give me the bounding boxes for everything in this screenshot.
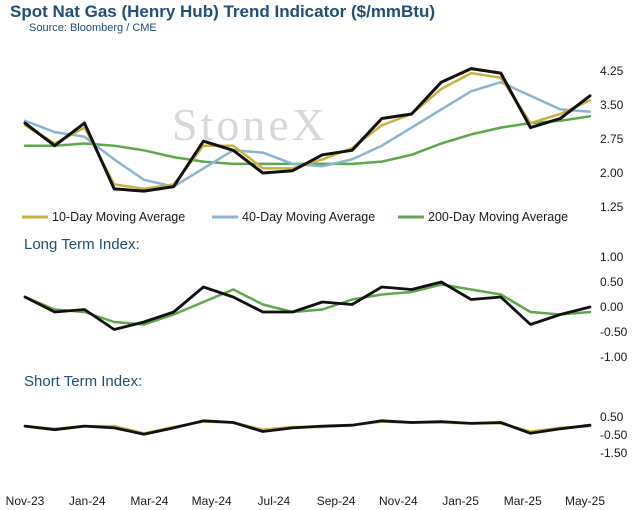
long-term-plot: 1.00 0.50 0.00 -0.50 -1.00 — [23, 250, 628, 364]
long-term-ytick: -0.50 — [600, 325, 628, 339]
long-term-title: Long Term Index: — [24, 236, 140, 253]
long-term-line-long-term-series-1 — [23, 283, 592, 326]
short-term-ytick: 0.50 — [600, 410, 624, 424]
long-term-ytick: 0.50 — [600, 275, 624, 289]
chart-title: Spot Nat Gas (Henry Hub) Trend Indicator… — [10, 2, 436, 21]
price-ytick: 2.00 — [600, 166, 624, 180]
price-ytick: 3.50 — [600, 98, 624, 112]
legend-label: 10-Day Moving Average — [52, 210, 185, 224]
long-term-ytick: 0.00 — [600, 300, 624, 314]
short-term-ytick: -0.50 — [600, 428, 628, 442]
price-ytick: 1.25 — [600, 200, 624, 214]
x-axis-label: Nov-23 — [6, 494, 45, 508]
price-ytick: 4.25 — [600, 64, 624, 78]
short-term-plot: 0.50 -0.50 -1.50 — [23, 410, 628, 460]
legend-label: 40-Day Moving Average — [242, 210, 375, 224]
x-axis-label: Nov-24 — [379, 494, 418, 508]
x-axis-label: Mar-25 — [504, 494, 542, 508]
x-axis-label: Mar-24 — [130, 494, 168, 508]
price-plot: 4.25 3.50 2.75 2.00 1.25 — [23, 64, 624, 214]
long-term-ytick: 1.00 — [600, 250, 624, 264]
x-axis-label: Jan-24 — [69, 494, 106, 508]
x-axis-label: Jan-25 — [442, 494, 479, 508]
long-term-line-long-term-series-0 — [23, 280, 592, 331]
price-ytick: 2.75 — [600, 132, 624, 146]
short-term-line-short-term-series-0 — [23, 419, 592, 436]
short-term-title: Short Term Index: — [24, 373, 143, 390]
price-line-spot — [23, 67, 592, 193]
legend-label: 200-Day Moving Average — [428, 210, 568, 224]
x-axis-label: May-24 — [192, 494, 232, 508]
x-axis-label: May-25 — [565, 494, 605, 508]
legend: 10-Day Moving Average 40-Day Moving Avera… — [22, 210, 568, 224]
x-axis-label: Sep-24 — [317, 494, 356, 508]
short-term-ytick: -1.50 — [600, 446, 628, 460]
chart-source: Source: Bloomberg / CME — [29, 22, 157, 34]
long-term-ytick: -1.00 — [600, 350, 628, 364]
x-axis: Nov-23 Jan-24 Mar-24 May-24 Jul-24 Sep-24 Nov-… — [6, 494, 606, 508]
x-axis-label: Jul-24 — [258, 494, 291, 508]
watermark: StoneX — [172, 99, 328, 150]
